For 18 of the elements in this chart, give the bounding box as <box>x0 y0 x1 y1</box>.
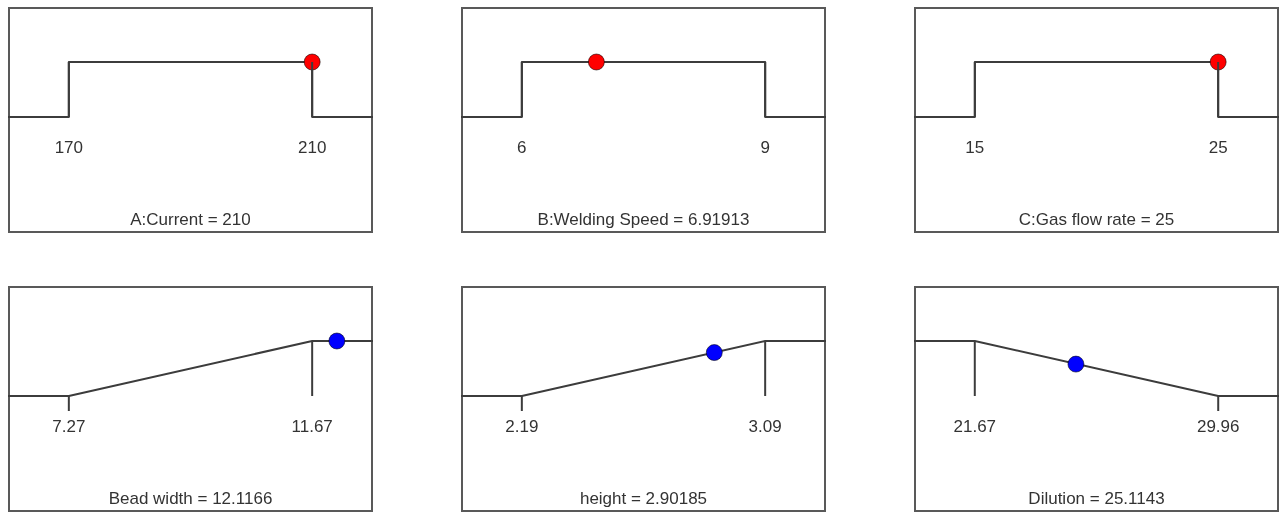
x-tick-label: 210 <box>297 138 327 157</box>
x-tick-label: 11.67 <box>291 417 333 436</box>
x-tick-label: 3.09 <box>748 417 782 436</box>
x-tick-label: 29.96 <box>1196 417 1240 436</box>
x-axis-title: C:Gas flow rate = 25 <box>1017 210 1176 230</box>
x-tick-label: 9 <box>760 138 770 157</box>
x-tick-label: 7.27 <box>52 417 86 436</box>
x-tick-label: 15 <box>965 138 985 157</box>
x-axis-title: B:Welding Speed = 6.91913 <box>536 210 751 230</box>
x-axis-title: height = 2.90185 <box>578 489 709 509</box>
x-axis-title: A:Current = 210 <box>129 210 252 230</box>
x-tick-label: 25 <box>1208 138 1228 157</box>
x-tick-label: 6 <box>517 138 527 157</box>
x-tick-label: 170 <box>54 138 84 157</box>
x-axis-title: Dilution = 25.1143 <box>1027 489 1166 509</box>
x-tick-label: 2.19 <box>505 417 539 436</box>
x-axis-title: Bead width = 12.1166 <box>107 489 274 509</box>
x-tick-label: 21.67 <box>953 417 997 436</box>
